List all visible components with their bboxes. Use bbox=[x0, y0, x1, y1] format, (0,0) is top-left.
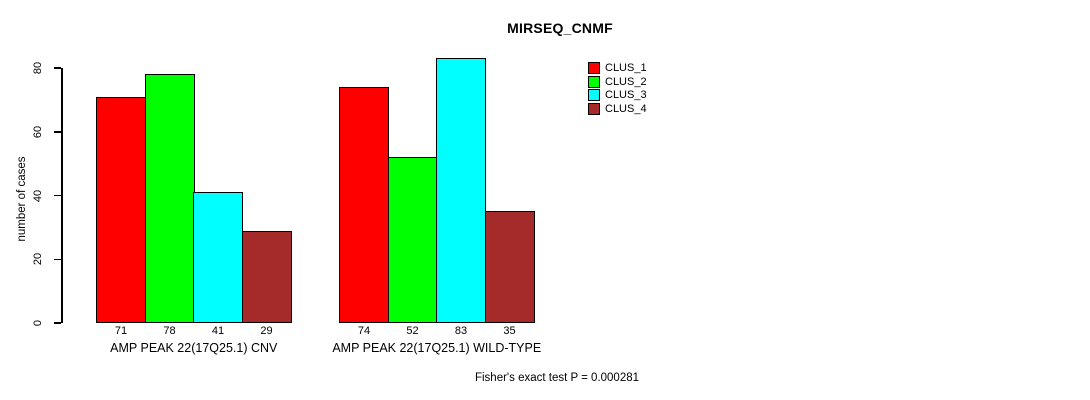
y-tick-label: 40 bbox=[32, 189, 44, 202]
legend-item-label: CLUS_1 bbox=[605, 61, 647, 74]
bar-clus_3-group2 bbox=[436, 58, 486, 323]
bar-value-label: 35 bbox=[503, 325, 516, 337]
legend-item-clus_1: CLUS_1 bbox=[588, 61, 647, 75]
bar-clus_1-group1 bbox=[96, 96, 146, 323]
bar-clus_3-group1 bbox=[193, 192, 243, 323]
legend-swatch-icon bbox=[588, 89, 600, 102]
y-tick-mark bbox=[54, 194, 61, 197]
fisher-test-annotation: Fisher's exact test P = 0.000281 bbox=[474, 372, 640, 384]
legend-swatch-icon bbox=[588, 75, 600, 88]
bar-clus_1-group2 bbox=[339, 87, 389, 323]
legend-swatch-icon bbox=[588, 61, 600, 74]
legend-item-clus_4: CLUS_4 bbox=[588, 102, 647, 116]
y-tick-mark bbox=[54, 131, 61, 133]
legend: CLUS_1 CLUS_2 CLUS_3 CLUS_4 bbox=[588, 61, 647, 116]
legend-item-label: CLUS_2 bbox=[605, 75, 647, 88]
y-tick-label: 0 bbox=[32, 319, 44, 327]
legend-item-clus_2: CLUS_2 bbox=[588, 75, 647, 89]
bar-value-label: 52 bbox=[406, 325, 419, 337]
legend-item-label: CLUS_4 bbox=[605, 102, 647, 115]
legend-item-label: CLUS_3 bbox=[605, 89, 647, 102]
legend-swatch-icon bbox=[588, 102, 600, 115]
y-tick-label: 20 bbox=[32, 253, 44, 266]
y-axis-label: number of cases bbox=[16, 156, 28, 242]
group-label: AMP PEAK 22(17Q25.1) WILD-TYPE bbox=[332, 341, 542, 355]
y-tick-mark bbox=[54, 258, 61, 260]
bar-value-label: 78 bbox=[163, 325, 176, 337]
y-tick-label: 60 bbox=[32, 125, 44, 138]
y-tick-mark bbox=[54, 67, 61, 69]
group-label: AMP PEAK 22(17Q25.1) CNV bbox=[110, 341, 278, 355]
bar-clus_2-group1 bbox=[144, 74, 195, 323]
bar-value-label: 83 bbox=[454, 325, 468, 337]
bar-value-label: 29 bbox=[260, 325, 273, 337]
bar-value-label: 41 bbox=[211, 325, 225, 337]
bar-clus_4-group2 bbox=[484, 211, 535, 323]
bar-clus_4-group1 bbox=[241, 230, 292, 323]
legend-item-clus_3: CLUS_3 bbox=[588, 88, 647, 102]
chart-title: MIRSEQ_CNMF bbox=[507, 20, 613, 36]
bar-value-label: 71 bbox=[114, 325, 128, 337]
y-tick-label: 80 bbox=[32, 61, 44, 75]
y-tick-mark bbox=[54, 322, 61, 324]
y-axis-line bbox=[61, 68, 63, 323]
bar-value-label: 74 bbox=[357, 325, 371, 337]
bar-clus_2-group2 bbox=[387, 157, 438, 323]
